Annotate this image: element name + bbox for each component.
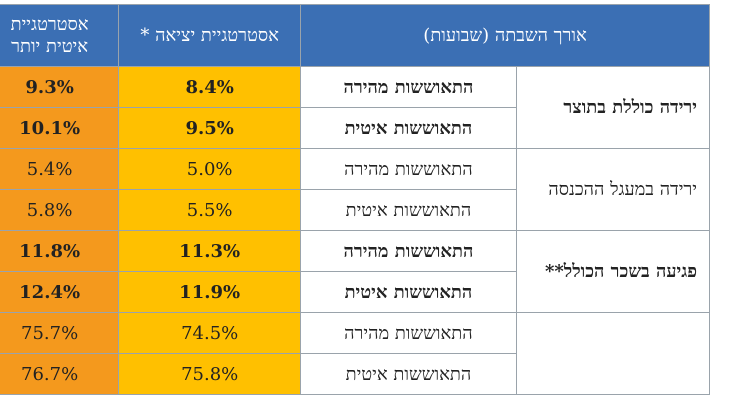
exit-value: 11.9% — [118, 271, 302, 313]
scenario-label: התאוששות מהירה — [300, 148, 517, 190]
table-row: התאוששות איטית 75.8% 76.7% — [0, 353, 710, 395]
exit-value: 11.3% — [118, 230, 302, 272]
header-duration: אורך השבתה (שבועות) — [300, 4, 710, 67]
exit-value: 5.5% — [118, 189, 302, 231]
scenario-label: התאוששות איטית — [300, 271, 517, 313]
scenario-label: התאוששות מהירה — [300, 312, 517, 354]
slow-value: 12.4% — [0, 271, 120, 313]
slow-value: 10.1% — [0, 107, 120, 149]
table-row: התאוששות איטית 11.9% 12.4% — [0, 271, 710, 313]
header-slow-strategy: אסטרטגיית איטית יותר — [0, 4, 120, 67]
exit-value: 9.5% — [118, 107, 302, 149]
scenario-label: התאוששות איטית — [300, 107, 517, 149]
category-cell — [515, 312, 711, 395]
slow-value: 5.8% — [0, 189, 120, 231]
scenario-label: התאוששות מהירה — [300, 66, 517, 108]
exit-value: 75.8% — [118, 353, 302, 395]
slow-value: 11.8% — [0, 230, 120, 272]
slow-value: 5.4% — [0, 148, 120, 190]
table-row: התאוששות איטית 9.5% 10.1% — [0, 107, 710, 149]
header-row: אורך השבתה (שבועות) אסטרטגיית יציאה * אס… — [0, 4, 710, 67]
exit-value: 74.5% — [118, 312, 302, 354]
exit-value: 8.4% — [118, 66, 302, 108]
category-cell: פגיעה בשכר הכולל** — [515, 230, 711, 313]
strategy-comparison-table: אורך השבתה (שבועות) אסטרטגיית יציאה * אס… — [0, 4, 711, 395]
scenario-label: התאוששות מהירה — [300, 230, 517, 272]
table-row: התאוששות מהירה 74.5% 75.7% — [0, 312, 711, 395]
table-row: התאוששות איטית 5.5% 5.8% — [0, 189, 710, 231]
category-cell: ירידה במעגל ההכנסה — [515, 148, 711, 231]
slow-value: 75.7% — [0, 312, 120, 354]
header-slow-line2: איטית יותר — [11, 35, 89, 57]
scenario-label: התאוששות איטית — [300, 189, 517, 231]
slow-value: 9.3% — [0, 66, 120, 108]
table-row: פגיעה בשכר הכולל** התאוששות מהירה 11.3% … — [0, 230, 711, 313]
table-row: ירידה במעגל ההכנסה התאוששות מהירה 5.0% 5… — [0, 148, 711, 231]
category-cell: ירידה כוללת בתוצר — [515, 66, 711, 149]
header-exit-strategy: אסטרטגיית יציאה * — [118, 4, 302, 67]
header-slow-line1: אסטרטגיית — [10, 13, 89, 35]
slow-value: 76.7% — [0, 353, 120, 395]
table-row: ירידה כוללת בתוצר התאוששות מהירה 8.4% 9.… — [0, 66, 711, 149]
exit-value: 5.0% — [118, 148, 302, 190]
scenario-label: התאוששות איטית — [300, 353, 517, 395]
